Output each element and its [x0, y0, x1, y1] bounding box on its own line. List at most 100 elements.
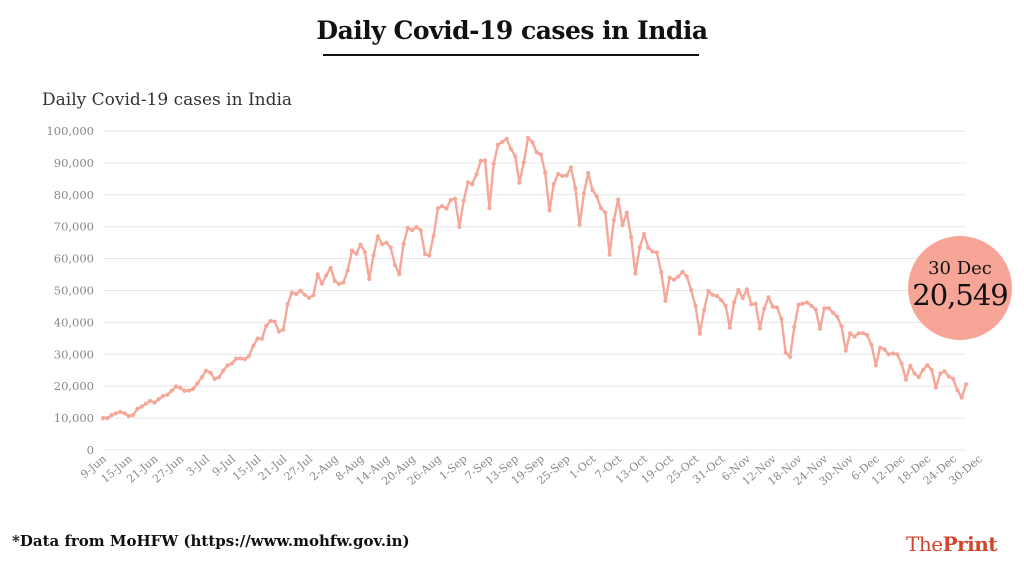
data-point [470, 182, 475, 187]
data-point [590, 188, 595, 193]
y-tick-label: 90,000 [54, 156, 94, 170]
data-point [195, 381, 200, 386]
data-point [487, 206, 492, 211]
data-point [951, 376, 956, 381]
page-title: Daily Covid-19 cases in India [316, 16, 708, 45]
data-point [543, 170, 548, 175]
data-point [586, 170, 591, 176]
data-point [908, 363, 913, 368]
data-point [805, 300, 810, 305]
data-point [315, 272, 320, 277]
data-point [173, 384, 179, 389]
data-point [903, 377, 909, 382]
data-point [843, 348, 848, 353]
data-point [457, 224, 462, 230]
data-point [800, 301, 805, 306]
x-tick-label: 1-Oct [567, 452, 599, 482]
data-point [564, 173, 569, 178]
data-point [925, 363, 930, 368]
data-point [199, 375, 204, 380]
data-point [388, 245, 393, 250]
data-point [577, 222, 582, 227]
data-point [508, 146, 513, 152]
data-point [242, 357, 247, 362]
data-point [109, 413, 114, 418]
data-point [448, 197, 453, 203]
data-point [221, 368, 226, 373]
data-point [616, 197, 621, 202]
data-point [517, 180, 522, 185]
data-point [942, 369, 947, 374]
data-point [809, 303, 814, 308]
data-point [697, 331, 702, 336]
badge-date: 30 Dec [928, 258, 992, 279]
data-point [633, 271, 638, 276]
data-point [139, 404, 144, 409]
data-point [341, 280, 346, 285]
data-point [478, 158, 483, 163]
data-point [324, 273, 329, 278]
data-point [285, 302, 290, 307]
data-point [860, 331, 866, 336]
data-point [418, 228, 423, 233]
data-point [156, 397, 161, 402]
data-point [281, 327, 286, 332]
data-point [332, 278, 337, 284]
data-point [349, 248, 355, 253]
data-point [629, 235, 634, 240]
data-point [358, 242, 363, 247]
data-point [598, 206, 604, 211]
data-point [435, 206, 440, 211]
data-point [410, 228, 415, 233]
series-line [103, 136, 968, 420]
data-point [813, 307, 818, 312]
y-tick-label: 30,000 [54, 347, 94, 361]
data-point [770, 304, 775, 309]
data-point [229, 361, 234, 366]
data-point [465, 180, 471, 185]
data-point [259, 336, 264, 341]
data-point [710, 292, 715, 297]
data-point [594, 194, 599, 199]
brand-the: The [906, 532, 943, 556]
data-point [538, 152, 544, 157]
data-point [216, 375, 221, 380]
data-point [534, 150, 539, 155]
data-point [624, 210, 629, 215]
data-point [581, 191, 587, 196]
data-point [822, 306, 827, 311]
data-point [337, 281, 342, 287]
data-point [165, 392, 170, 397]
data-point [963, 382, 969, 387]
data-point [495, 142, 501, 147]
data-point [238, 356, 243, 361]
data-point [500, 139, 505, 145]
data-point [946, 374, 951, 379]
data-point [530, 140, 535, 145]
data-point [852, 334, 857, 339]
data-point [603, 210, 608, 215]
data-point [766, 295, 771, 300]
data-point [667, 275, 672, 280]
data-point [105, 416, 110, 421]
data-point [757, 326, 763, 331]
data-point [637, 245, 642, 250]
y-tick-label: 10,000 [54, 411, 94, 425]
y-tick-label: 80,000 [54, 188, 94, 202]
x-tick-label: 15-Jul [230, 452, 264, 483]
data-point [796, 302, 801, 307]
data-point [225, 363, 230, 368]
data-point [122, 411, 127, 416]
data-point [298, 288, 303, 293]
data-point [706, 288, 711, 293]
chart-title: Daily Covid-19 cases in India [42, 90, 293, 110]
data-point [817, 326, 823, 331]
latest-value-badge: 30 Dec 20,549 [908, 236, 1012, 340]
data-point [895, 352, 900, 357]
data-point [371, 253, 376, 258]
data-point [504, 136, 509, 141]
data-point [264, 323, 269, 328]
brand-logo: ThePrint [906, 532, 998, 556]
y-tick-label: 70,000 [54, 220, 94, 234]
data-point [641, 231, 647, 237]
